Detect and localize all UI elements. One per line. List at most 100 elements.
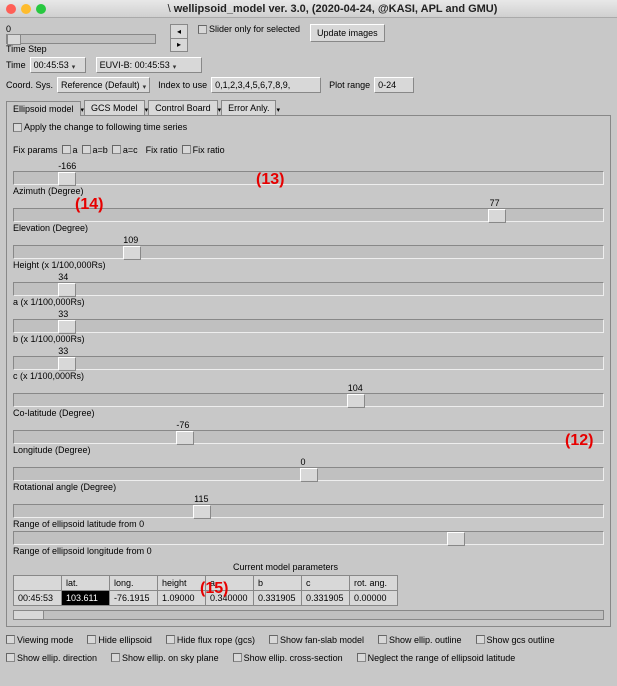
- slider-thumb[interactable]: [300, 468, 318, 482]
- footer-options: Viewing mode Hide ellipsoid Hide flux ro…: [6, 635, 611, 663]
- plot-input[interactable]: [374, 77, 414, 93]
- slider-value: 77: [490, 198, 604, 208]
- table-cell: -76.1915: [110, 590, 158, 605]
- neglect-range-checkbox[interactable]: Neglect the range of ellipsoid latitude: [357, 653, 516, 663]
- time-label: Time: [6, 60, 26, 70]
- minimize-icon[interactable]: [21, 4, 31, 14]
- hide-fluxrope-checkbox[interactable]: Hide flux rope (gcs): [166, 635, 255, 645]
- apply-checkbox[interactable]: Apply the change to following time serie…: [13, 122, 187, 132]
- zero-label: 0: [6, 24, 156, 34]
- table-cell: 103.611: [62, 590, 110, 605]
- slider-only-checkbox[interactable]: Slider only for selected: [198, 24, 300, 34]
- euvib-dropdown[interactable]: EUVI-B: 00:45:53: [96, 57, 202, 73]
- fixratio-checkbox[interactable]: Fix ratio: [182, 145, 225, 155]
- slider-8: 0Rotational angle (Degree): [13, 457, 604, 492]
- table-header: b: [254, 575, 302, 590]
- slider-label: Range of ellipsoid longitude from 0: [13, 546, 604, 556]
- hide-ellipsoid-checkbox[interactable]: Hide ellipsoid: [87, 635, 152, 645]
- slider-thumb[interactable]: [488, 209, 506, 223]
- table-header: rot. ang.: [350, 575, 398, 590]
- chevron-left-icon[interactable]: ◂: [171, 25, 187, 39]
- slider-label: a (x 1/100,000Rs): [13, 297, 604, 307]
- table-header: lat.: [62, 575, 110, 590]
- slider-track[interactable]: [13, 531, 604, 545]
- slider-label: Range of ellipsoid latitude from 0: [13, 519, 604, 529]
- viewing-mode-checkbox[interactable]: Viewing mode: [6, 635, 73, 645]
- slider-5: 33c (x 1/100,000Rs): [13, 346, 604, 381]
- slider-thumb[interactable]: [58, 357, 76, 371]
- show-direction-checkbox[interactable]: Show ellip. direction: [6, 653, 97, 663]
- tab-panel: Apply the change to following time serie…: [6, 116, 611, 627]
- table-header: long.: [110, 575, 158, 590]
- table-cell: 0.331905: [302, 590, 350, 605]
- tab-control[interactable]: Control Board: [148, 100, 218, 115]
- slider-thumb[interactable]: [347, 394, 365, 408]
- time-dropdown[interactable]: 00:45:53: [30, 57, 86, 73]
- timestep-thumb[interactable]: [7, 34, 21, 45]
- slider-0: -166Azimuth (Degree): [13, 161, 604, 196]
- slider-track[interactable]: [13, 208, 604, 222]
- slider-1: 77Elevation (Degree): [13, 198, 604, 233]
- params-table: lat.long.heightabcrot. ang. 00:45:53103.…: [13, 575, 398, 606]
- slider-thumb[interactable]: [58, 320, 76, 334]
- slider-3: 34 a (x 1/100,000Rs): [13, 272, 604, 307]
- slider-thumb[interactable]: [193, 505, 211, 519]
- table-cell-time: 00:45:53: [14, 590, 62, 605]
- stepper[interactable]: ◂ ▸: [170, 24, 188, 52]
- fixratio-label: Fix ratio: [146, 145, 178, 155]
- table-header: [14, 575, 62, 590]
- slider-track[interactable]: [13, 245, 604, 259]
- tab-gcs[interactable]: GCS Model: [84, 100, 145, 115]
- fixparams-label: Fix params: [13, 145, 58, 155]
- slider-thumb[interactable]: [58, 283, 76, 297]
- slider-2: 109Height (x 1/100,000Rs): [13, 235, 604, 270]
- slider-value: 104: [348, 383, 604, 393]
- index-input[interactable]: [211, 77, 321, 93]
- slider-thumb[interactable]: [58, 172, 76, 186]
- show-skyplane-checkbox[interactable]: Show ellip. on sky plane: [111, 653, 219, 663]
- fix-ab-checkbox[interactable]: a=b: [82, 145, 108, 155]
- slider-label: Rotational angle (Degree): [13, 482, 604, 492]
- table-heading: Current model parameters: [13, 562, 604, 572]
- slider-thumb[interactable]: [123, 246, 141, 260]
- slider-value: 34: [58, 272, 604, 282]
- slider-track[interactable]: [13, 171, 604, 185]
- slider-value: 115: [194, 494, 604, 504]
- chevron-right-icon[interactable]: ▸: [171, 39, 187, 52]
- timestep-track[interactable]: [6, 34, 156, 44]
- slider-track[interactable]: [13, 467, 604, 481]
- slider-track[interactable]: [13, 430, 604, 444]
- slider-track[interactable]: [13, 356, 604, 370]
- slider-track[interactable]: [13, 282, 604, 296]
- fix-ac-checkbox[interactable]: a=c: [112, 145, 138, 155]
- fix-a-checkbox[interactable]: a: [62, 145, 78, 155]
- show-gcs-outline-checkbox[interactable]: Show gcs outline: [476, 635, 555, 645]
- table-cell: 0.00000: [350, 590, 398, 605]
- slider-thumb[interactable]: [447, 532, 465, 546]
- slider-track[interactable]: [13, 504, 604, 518]
- zoom-icon[interactable]: [36, 4, 46, 14]
- slider-value: 33: [58, 309, 604, 319]
- update-images-button[interactable]: Update images: [310, 24, 385, 42]
- tab-ellipsoid[interactable]: Ellipsoid model: [6, 101, 81, 116]
- close-icon[interactable]: [6, 4, 16, 14]
- coord-dropdown[interactable]: Reference (Default): [57, 77, 150, 93]
- table-cell: 0.340000: [206, 590, 254, 605]
- tab-error[interactable]: Error Anly.: [221, 100, 276, 115]
- table-cell: 1.09000: [158, 590, 206, 605]
- slider-label: Co-latitude (Degree): [13, 408, 604, 418]
- plot-label: Plot range: [329, 80, 370, 90]
- show-fanslab-checkbox[interactable]: Show fan-slab model: [269, 635, 364, 645]
- traffic-lights: [6, 4, 46, 14]
- slider-label: b (x 1/100,000Rs): [13, 334, 604, 344]
- slider-track[interactable]: [13, 319, 604, 333]
- hscroll-thumb[interactable]: [14, 611, 44, 619]
- table-header: c: [302, 575, 350, 590]
- slider-thumb[interactable]: [176, 431, 194, 445]
- show-outline-checkbox[interactable]: Show ellip. outline: [378, 635, 462, 645]
- slider-4: 33 b (x 1/100,000Rs): [13, 309, 604, 344]
- slider-track[interactable]: [13, 393, 604, 407]
- index-label: Index to use: [158, 80, 207, 90]
- show-cross-checkbox[interactable]: Show ellip. cross-section: [233, 653, 343, 663]
- hscroll[interactable]: [13, 610, 604, 620]
